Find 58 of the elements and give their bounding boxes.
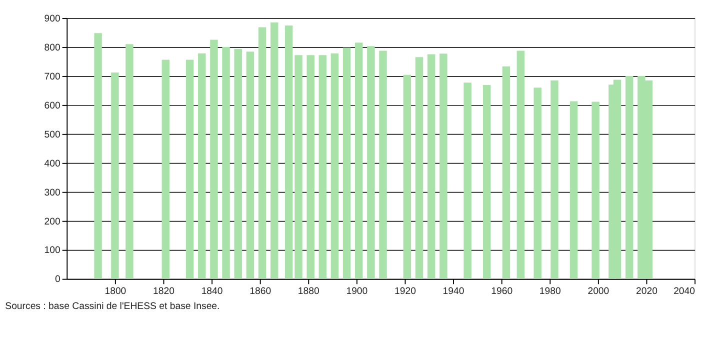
bar xyxy=(625,76,634,279)
bar xyxy=(111,72,119,279)
bar xyxy=(516,50,525,279)
y-tick-label: 500 xyxy=(44,129,60,140)
x-tick-label: 2020 xyxy=(636,286,658,297)
bar xyxy=(379,50,387,279)
x-tick-label: 1820 xyxy=(153,286,174,297)
x-tick-label: 1960 xyxy=(491,286,513,297)
bar xyxy=(534,88,542,279)
bar xyxy=(330,53,339,279)
x-tick-label: 1940 xyxy=(442,286,464,297)
bar xyxy=(342,48,351,279)
x-tick-label: 1880 xyxy=(298,286,320,297)
bar xyxy=(502,66,510,279)
bar xyxy=(415,57,424,279)
y-tick-label: 600 xyxy=(44,100,60,112)
source-note: Sources : base Cassini de l'EHESS et base Insee. xyxy=(5,300,220,312)
x-tick-label: 1840 xyxy=(201,286,223,297)
bar xyxy=(294,55,302,279)
x-tick-label: 1800 xyxy=(104,286,126,297)
y-tick-label: 300 xyxy=(44,187,60,198)
x-tick-label: 1920 xyxy=(394,286,416,297)
bar xyxy=(306,55,314,279)
bar xyxy=(427,54,436,279)
bar xyxy=(126,44,134,279)
bar xyxy=(367,46,375,279)
y-tick-label: 900 xyxy=(44,13,60,24)
bar xyxy=(464,82,472,279)
y-tick-label: 0 xyxy=(55,274,60,286)
y-tick-label: 100 xyxy=(44,245,60,256)
bar xyxy=(270,22,278,279)
bar xyxy=(284,26,293,279)
bar xyxy=(440,54,448,279)
bar xyxy=(94,33,102,279)
bar xyxy=(570,101,578,279)
bar xyxy=(246,52,254,279)
y-tick-label: 800 xyxy=(44,42,60,54)
x-tick-label: 1860 xyxy=(250,286,272,297)
bar xyxy=(234,49,242,279)
bar xyxy=(482,84,491,279)
bar xyxy=(186,60,194,279)
y-tick-label: 400 xyxy=(44,158,60,170)
y-tick-label: 700 xyxy=(44,71,60,82)
x-tick-label: 2040 xyxy=(674,286,696,297)
bar xyxy=(222,46,230,279)
bar xyxy=(258,27,266,279)
x-tick-label: 1900 xyxy=(346,286,368,297)
bar xyxy=(403,74,412,279)
bar xyxy=(318,55,327,279)
x-tick-label: 2000 xyxy=(588,286,610,297)
bar xyxy=(198,53,206,279)
bar xyxy=(550,80,558,279)
bar xyxy=(355,42,363,279)
y-tick-label: 200 xyxy=(44,216,60,228)
bar xyxy=(210,40,218,279)
bar xyxy=(592,102,600,279)
bar xyxy=(162,60,170,279)
x-tick-label: 1980 xyxy=(539,286,561,297)
